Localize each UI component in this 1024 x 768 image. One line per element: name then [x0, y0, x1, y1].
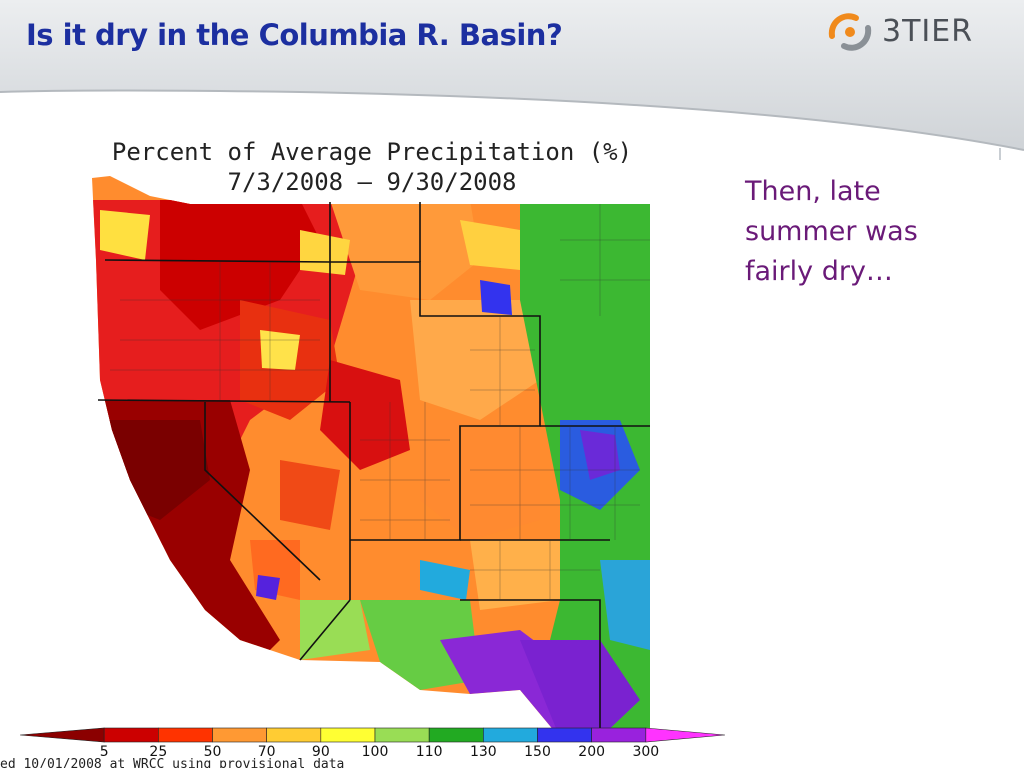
- scale-bin: [19, 727, 105, 743]
- scale-bin: [103, 727, 159, 743]
- scale-tick-label: 130: [470, 744, 497, 760]
- map-subtitle: 7/3/2008 – 9/30/2008: [228, 168, 517, 196]
- logo-text: 3TIER: [882, 14, 974, 49]
- scale-tick-label: 70: [258, 744, 276, 760]
- county-lines: [110, 204, 650, 600]
- scale-bin: [158, 727, 213, 743]
- scale-tick-label: 300: [632, 744, 659, 760]
- slide-title: Is it dry in the Columbia R. Basin?: [26, 18, 563, 52]
- scale-tick-label: 110: [416, 744, 443, 760]
- map-title: Percent of Average Precipitation (%): [112, 138, 632, 166]
- scale-bin: [483, 727, 538, 743]
- color-scale: 5 25 50 70 90 100 110 130 150 200 300: [19, 727, 726, 760]
- scale-bin: [320, 727, 376, 743]
- scale-bin: [428, 727, 484, 743]
- precipitation-map-figure: Percent of Average Precipitation (%) 7/3…: [0, 138, 726, 768]
- side-note: Then, late summer was fairly dry…: [745, 176, 918, 287]
- header-band: [0, 0, 1024, 160]
- scale-tick-label: 90: [312, 744, 330, 760]
- footer-note: ed 10/01/2008 at WRCC using provisional …: [0, 757, 344, 768]
- scale-tick-label: 150: [524, 744, 551, 760]
- scale-bin: [591, 727, 647, 743]
- scale-bin: [374, 727, 430, 743]
- scale-bin: [212, 727, 267, 743]
- state-boundaries: [97, 202, 650, 738]
- scale-bin: [266, 727, 322, 743]
- precipitation-field: [92, 176, 650, 740]
- 3tier-logo: 3TIER: [824, 6, 1004, 58]
- scale-tick-label: 100: [362, 744, 389, 760]
- scale-tick-label: 50: [204, 744, 222, 760]
- scale-bin: [645, 727, 726, 743]
- logo-swirl-icon: [828, 13, 872, 51]
- scale-tick-label: 5: [100, 744, 109, 760]
- scale-tick-label: 200: [578, 744, 605, 760]
- scale-tick-label: 25: [149, 744, 167, 760]
- scale-bin: [537, 727, 592, 743]
